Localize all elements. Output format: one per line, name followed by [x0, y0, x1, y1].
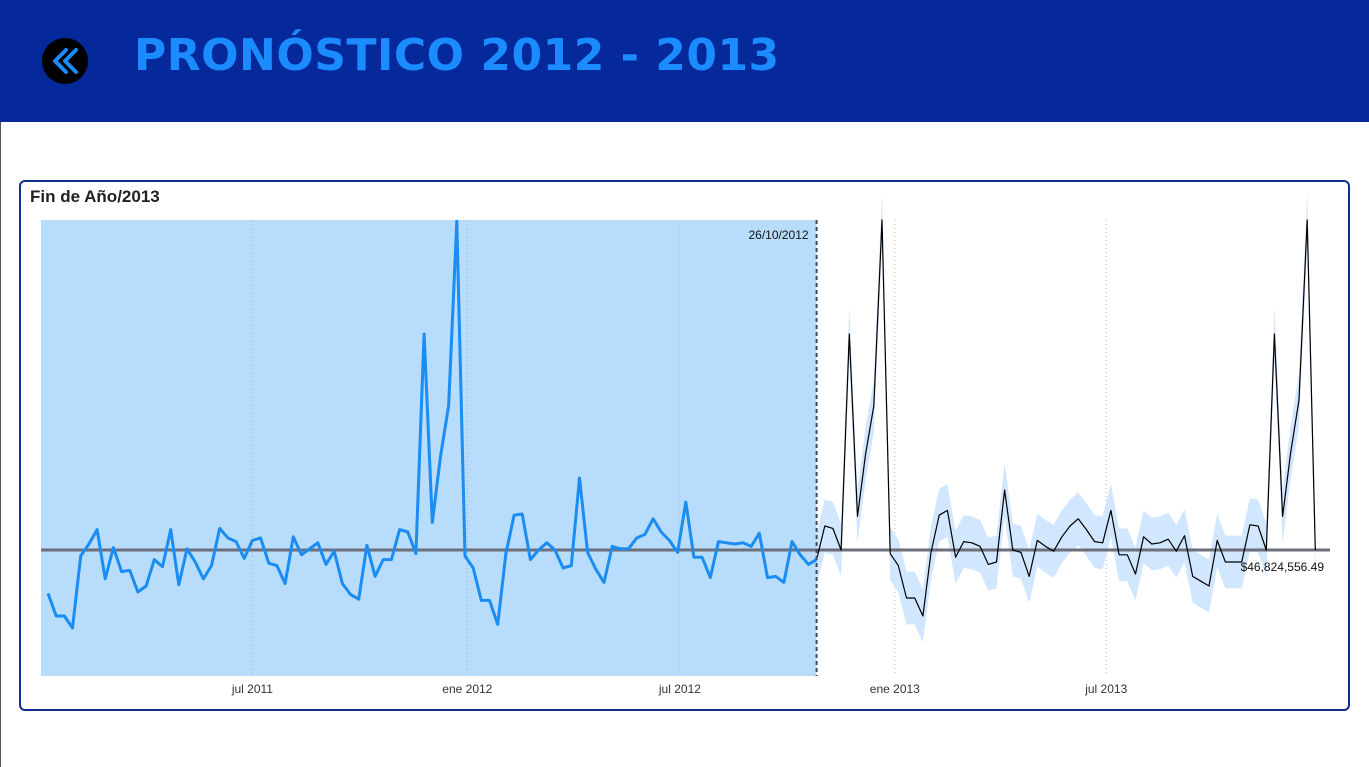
x-tick-label: jul 2011 — [231, 682, 273, 696]
page-header: PRONÓSTICO 2012 - 2013 — [0, 0, 1369, 122]
double-chevron-left-icon — [53, 48, 78, 74]
actual-series-line — [46, 219, 818, 630]
page-title: PRONÓSTICO 2012 - 2013 — [134, 30, 780, 81]
reference-value-label: $46,824,556.49 — [1241, 560, 1325, 574]
confidence-band — [816, 193, 1316, 643]
page-left-border — [0, 122, 1, 767]
back-button[interactable] — [42, 38, 88, 84]
x-tick-label: ene 2013 — [870, 682, 920, 696]
forecast-series-line — [816, 219, 1316, 617]
forecast-start-label: 26/10/2012 — [749, 228, 809, 242]
chart-title: Fin de Año/2013 — [30, 187, 160, 206]
x-tick-label: jul 2013 — [1084, 682, 1127, 696]
x-tick-label: jul 2012 — [658, 682, 701, 696]
x-tick-label: ene 2012 — [442, 682, 492, 696]
chart-card: Fin de Año/2013 jul 2011 ene 2012 jul 2012… — [19, 180, 1350, 711]
forecast-chart[interactable]: jul 2011 ene 2012 jul 2012 ene 2013 jul 2013… — [21, 182, 1348, 709]
